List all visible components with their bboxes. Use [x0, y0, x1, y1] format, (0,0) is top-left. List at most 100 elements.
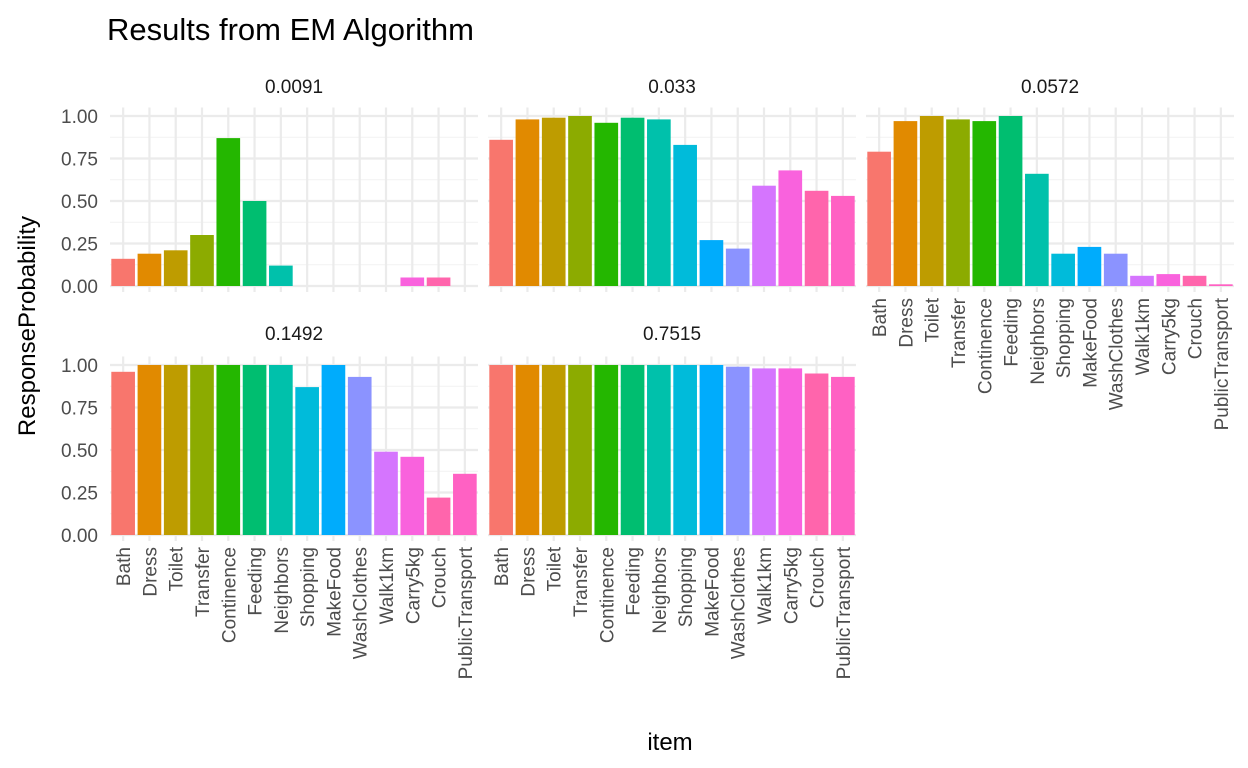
- x-tick-label: Carry5kg: [403, 547, 424, 624]
- bar: [111, 371, 135, 535]
- facet-strip-label: 0.033: [648, 77, 696, 98]
- x-tick-label: Shopping: [676, 547, 697, 627]
- bar: [946, 119, 970, 287]
- x-tick-label: Feeding: [1002, 298, 1023, 367]
- y-tick-label: 1.00: [61, 356, 98, 377]
- bar: [1025, 173, 1049, 286]
- bar: [867, 151, 891, 286]
- bar: [269, 365, 293, 535]
- y-tick-label: 0.50: [61, 441, 98, 462]
- bar: [804, 373, 829, 535]
- bar: [190, 235, 214, 286]
- x-tick-label: Carry5kg: [781, 547, 802, 624]
- y-tick-label: 0.50: [61, 192, 98, 213]
- bar: [1130, 275, 1154, 286]
- bar: [647, 119, 671, 287]
- y-tick-label: 0.75: [61, 399, 98, 420]
- y-tick-label: 0.25: [61, 235, 98, 256]
- x-tick-label: WashClothes: [729, 547, 750, 659]
- bar: [725, 366, 750, 535]
- x-tick-label: Neighbors: [1028, 298, 1049, 385]
- x-tick-label: PublicTransport: [834, 546, 855, 679]
- facet-panel: 0.7515 Bath Dress Toilet Transfer Continence F…: [488, 324, 856, 679]
- x-tick-label: Bath: [492, 547, 513, 586]
- bar: [568, 116, 592, 286]
- bar: [594, 365, 619, 535]
- chart-title: Results from EM Algorithm: [107, 12, 474, 47]
- bar: [137, 253, 162, 286]
- bar: [673, 144, 697, 286]
- x-tick-label: MakeFood: [702, 547, 723, 637]
- x-tick-label: Walk1km: [1133, 298, 1154, 375]
- bar: [216, 138, 241, 286]
- facet-panel: 0.033: [488, 77, 856, 292]
- x-tick-label: Crouch: [430, 547, 451, 608]
- bar: [778, 170, 803, 286]
- bar: [426, 497, 451, 535]
- bar: [620, 365, 645, 535]
- bar: [242, 201, 267, 286]
- bar: [998, 116, 1023, 286]
- bar: [541, 117, 566, 286]
- bar: [620, 117, 645, 286]
- bar: [673, 365, 697, 535]
- x-tick-label: Shopping: [1054, 298, 1075, 378]
- bar: [111, 258, 135, 286]
- bar: [1051, 253, 1075, 286]
- bar: [1156, 274, 1181, 286]
- x-tick-label: Bath: [870, 298, 891, 337]
- x-tick-label: Transfer: [949, 297, 970, 368]
- x-tick-label: Crouch: [808, 547, 829, 608]
- y-tick-label: 0.75: [61, 150, 98, 171]
- x-tick-label: PublicTransport: [1212, 297, 1233, 430]
- x-tick-label: Continence: [219, 547, 240, 643]
- x-tick-label: MakeFood: [1080, 298, 1101, 388]
- bar: [804, 190, 829, 286]
- x-tick-label: Dress: [140, 547, 161, 597]
- bar: [699, 365, 724, 535]
- bar: [541, 365, 566, 535]
- bar: [216, 365, 241, 535]
- x-tick-label: MakeFood: [324, 547, 345, 637]
- bar: [269, 265, 293, 286]
- facet-panel: 0.0572 Bath Dress Toilet Transfer Continence F…: [866, 77, 1234, 430]
- bar: [594, 122, 619, 286]
- x-tick-label: WashClothes: [351, 547, 372, 659]
- bar: [321, 365, 346, 535]
- bar: [568, 365, 592, 535]
- bar: [725, 248, 750, 286]
- facet-strip-label: 0.1492: [265, 324, 323, 345]
- facet-panel: 0.0091 0.00 0.25 0.50 0.75 1.00: [61, 77, 478, 298]
- x-tick-label: Bath: [114, 547, 135, 586]
- x-tick-label: Dress: [518, 547, 539, 597]
- y-axis-title: ResponseProbability: [14, 216, 41, 436]
- x-tick-label: Continence: [597, 547, 618, 643]
- bar: [242, 365, 267, 535]
- bar: [752, 368, 776, 535]
- bar: [453, 473, 477, 535]
- x-tick-label: Crouch: [1186, 298, 1207, 359]
- y-tick-label: 1.00: [61, 107, 98, 128]
- bar: [190, 365, 214, 535]
- x-tick-label: Shopping: [298, 547, 319, 627]
- x-tick-label: Toilet: [545, 546, 566, 591]
- bar: [647, 365, 671, 535]
- bar: [699, 240, 724, 286]
- x-tick-label: Neighbors: [272, 547, 293, 634]
- x-tick-label: Dress: [896, 298, 917, 348]
- facet-panel: 0.1492 0.00 0.25 0.50 0.75 1.00 Bath Dress Toile…: [61, 324, 478, 679]
- x-tick-label: WashClothes: [1107, 298, 1128, 410]
- bar: [831, 376, 855, 535]
- bar: [515, 365, 540, 535]
- y-tick-label: 0.00: [61, 277, 98, 298]
- x-tick-label: Transfer: [571, 546, 592, 617]
- bar: [347, 376, 372, 535]
- facet-panels: 0.0091 0.00 0.25 0.50 0.75 1.00 0.033 0.0572 Bat…: [61, 77, 1234, 679]
- y-tick-label: 0.00: [61, 526, 98, 547]
- x-tick-label: Feeding: [624, 547, 645, 616]
- bar: [400, 456, 425, 535]
- x-tick-label: Walk1km: [755, 547, 776, 624]
- x-axis-title: item: [647, 729, 692, 756]
- bar: [893, 121, 918, 286]
